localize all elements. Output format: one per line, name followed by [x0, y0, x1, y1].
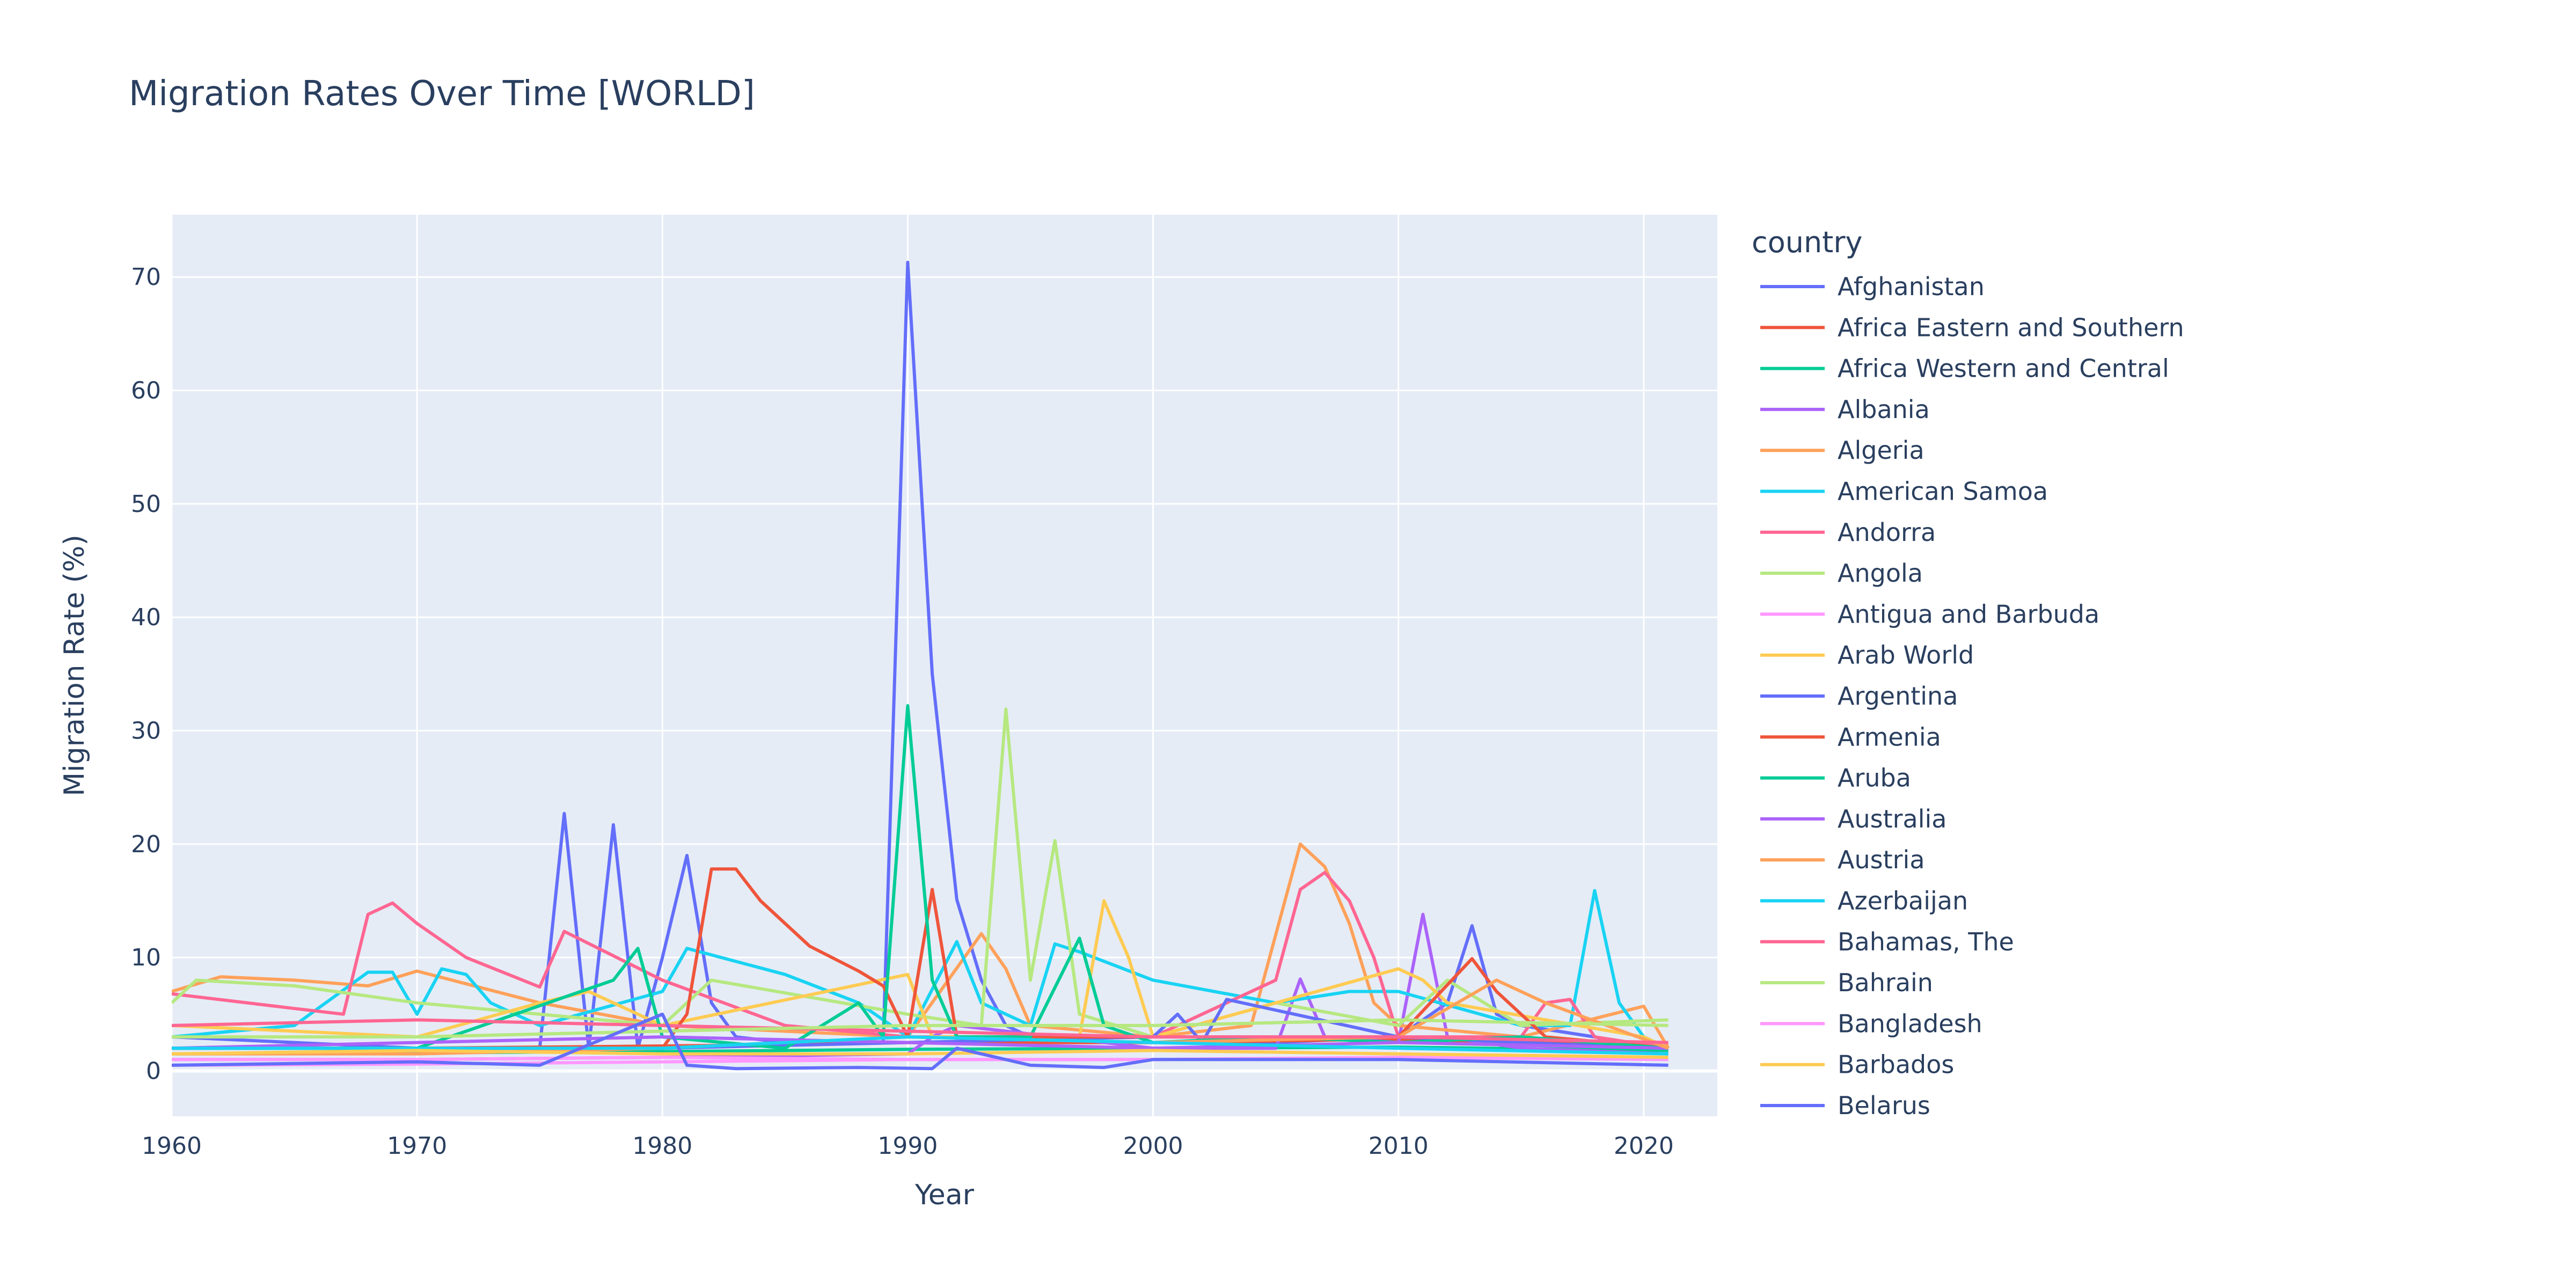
x-tick-label: 2020 — [1614, 1132, 1674, 1160]
x-axis-title: Year — [914, 1179, 975, 1211]
legend-item[interactable]: Barbados — [1760, 1050, 1954, 1079]
x-tick-label: 2010 — [1368, 1132, 1429, 1160]
y-tick-label: 40 — [131, 604, 161, 631]
series-line-7[interactable] — [172, 707, 1668, 1039]
legend-label: Bangladesh — [1838, 1009, 1982, 1038]
series-line-17[interactable] — [172, 1018, 1668, 1039]
legend-item[interactable]: Antigua and Barbuda — [1760, 599, 2099, 628]
series-line-16[interactable] — [172, 1018, 1668, 1044]
legend-item[interactable]: Australia — [1760, 804, 1946, 833]
series-line-15[interactable] — [172, 1035, 1668, 1056]
x-tick-label: 1980 — [632, 1132, 692, 1160]
legend-item[interactable]: Albania — [1760, 395, 1930, 424]
legend-label: Aruba — [1838, 764, 1911, 793]
legend-label: Africa Eastern and Southern — [1838, 313, 2184, 342]
legend-label: Angola — [1838, 559, 1923, 588]
legend-label: Algeria — [1838, 436, 1924, 465]
legend-item[interactable]: Azerbaijan — [1760, 887, 1968, 916]
legend-item[interactable]: American Samoa — [1760, 477, 2048, 506]
legend-label: Albania — [1838, 395, 1930, 424]
legend-item[interactable]: Bangladesh — [1760, 1009, 1982, 1038]
y-axis-title: Migration Rate (%) — [58, 535, 91, 796]
series-lines — [172, 260, 1670, 1071]
series-line-0[interactable] — [172, 260, 1668, 1050]
legend-item[interactable]: Bahrain — [1760, 968, 1933, 997]
series-line-20[interactable] — [172, 1012, 1668, 1071]
legend-title: country — [1752, 225, 1863, 259]
legend-label: Arab World — [1838, 641, 1974, 670]
x-tick-label: 1960 — [142, 1132, 202, 1160]
legend-label: Bahrain — [1838, 968, 1933, 997]
legend-label: Armenia — [1838, 722, 1941, 751]
legend-label: Antigua and Barbuda — [1838, 599, 2099, 628]
legend-label: Barbados — [1838, 1050, 1954, 1079]
legend-item[interactable]: Aruba — [1760, 764, 1911, 793]
series-line-11[interactable] — [172, 867, 1668, 1050]
legend-item[interactable]: Algeria — [1760, 436, 1924, 465]
series-line-4[interactable] — [172, 842, 1670, 1049]
chart-title: Migration Rates Over Time [WORLD] — [129, 74, 755, 114]
legend-label: American Samoa — [1838, 477, 2048, 506]
legend-label: Afghanistan — [1838, 272, 1985, 301]
y-tick-label: 20 — [131, 831, 161, 858]
legend-label: Australia — [1838, 804, 1946, 833]
legend-item[interactable]: Andorra — [1760, 518, 1936, 547]
legend-label: Africa Western and Central — [1838, 354, 2169, 383]
y-tick-label: 30 — [131, 718, 161, 745]
legend-item[interactable]: Argentina — [1760, 682, 1958, 711]
legend-label: Austria — [1838, 845, 1925, 874]
x-tick-label: 2000 — [1123, 1132, 1183, 1160]
series-line-13[interactable] — [172, 1035, 1668, 1050]
legend-label: Bahamas, The — [1838, 927, 2014, 956]
y-tick-label: 50 — [131, 491, 161, 518]
y-tick-label: 60 — [131, 377, 161, 405]
legend-label: Argentina — [1838, 682, 1958, 711]
x-tick-label: 1970 — [387, 1132, 447, 1160]
legend-item[interactable]: Austria — [1760, 845, 1925, 874]
y-axis-ticks: 0 10 20 30 40 50 60 70 — [131, 264, 161, 1085]
series-line-18[interactable] — [172, 1056, 1668, 1067]
x-axis-ticks: 1960 1970 1980 1990 2000 2010 2020 — [142, 1132, 1674, 1160]
x-tick-label: 1990 — [877, 1132, 938, 1160]
y-tick-label: 70 — [131, 264, 161, 291]
legend-item[interactable]: Belarus — [1760, 1091, 1930, 1120]
grid-lines — [171, 215, 1717, 1116]
legend-item[interactable]: Arab World — [1760, 641, 1974, 670]
legend-item[interactable]: Bahamas, The — [1760, 927, 2014, 956]
legend-item[interactable]: Africa Western and Central — [1760, 354, 2169, 383]
legend-label: Azerbaijan — [1838, 887, 1968, 916]
legend-label: Andorra — [1838, 518, 1936, 547]
y-tick-label: 0 — [146, 1057, 161, 1085]
plot-area[interactable] — [172, 215, 1717, 1116]
legend-item[interactable]: Armenia — [1760, 722, 1941, 751]
series-line-19[interactable] — [172, 1049, 1668, 1059]
legend-item[interactable]: Africa Eastern and Southern — [1760, 313, 2184, 342]
legend: country Afghanistan Africa Eastern and So… — [1752, 225, 2184, 1120]
legend-item[interactable]: Afghanistan — [1760, 272, 1985, 301]
legend-label: Belarus — [1838, 1091, 1930, 1120]
legend-item[interactable]: Angola — [1760, 559, 1923, 588]
y-tick-label: 10 — [131, 944, 161, 971]
